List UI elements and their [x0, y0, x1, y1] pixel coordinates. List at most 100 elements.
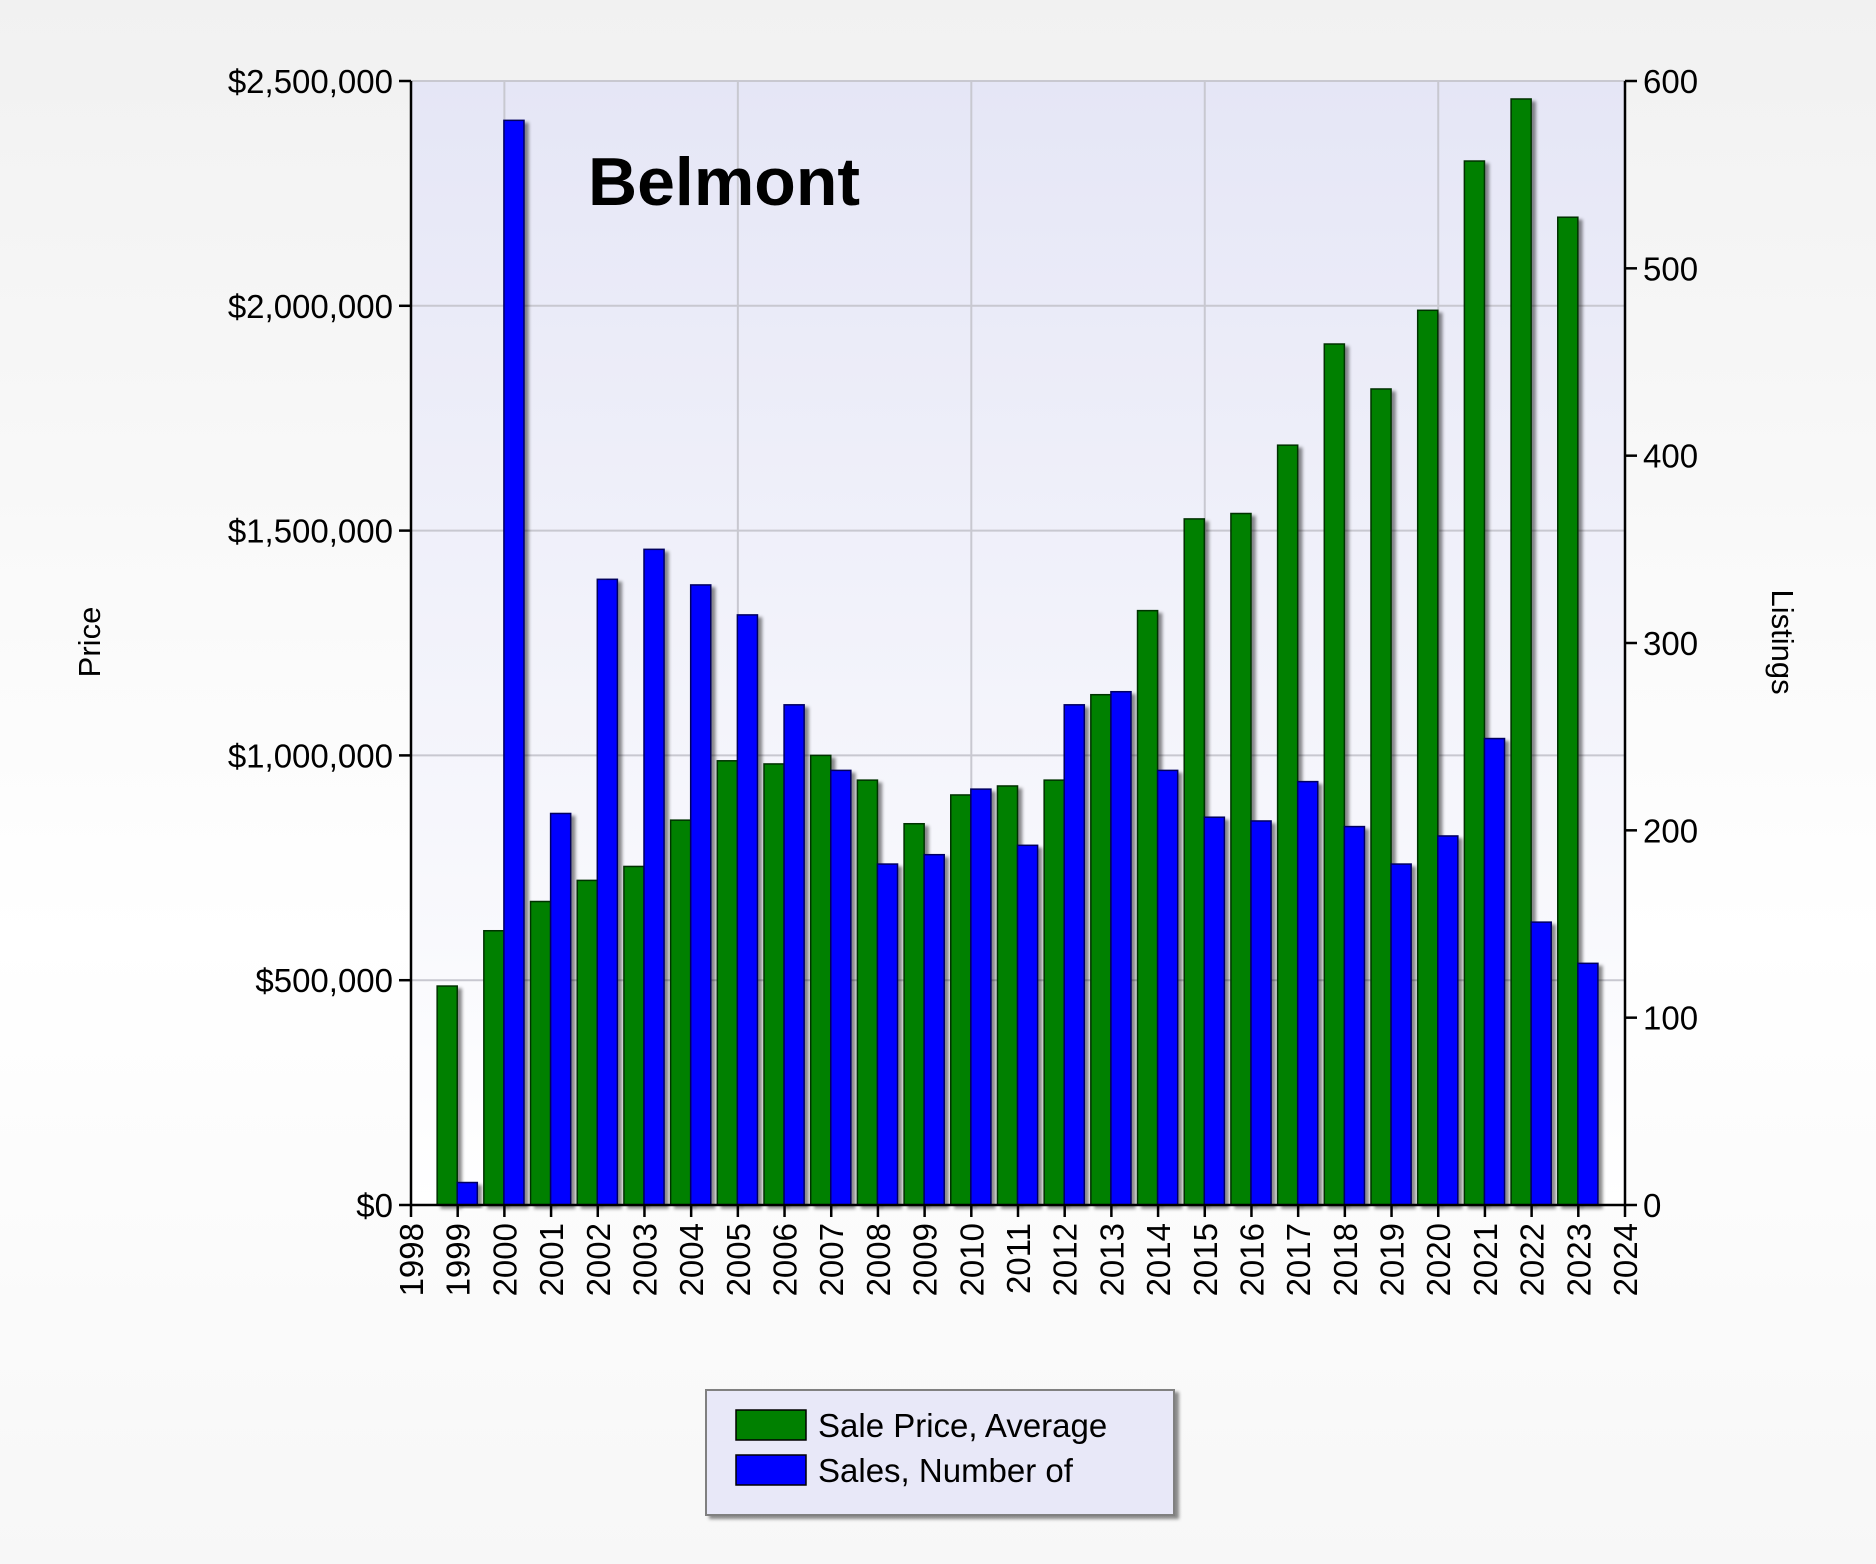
bar-sales-count-2008: [876, 863, 899, 1206]
x-tick-label: 2003: [626, 1223, 663, 1296]
bar-sale-price-2020: [1416, 309, 1439, 1206]
bar-sale-price-2007: [809, 754, 832, 1206]
right-tick-label: 100: [1643, 1000, 1698, 1037]
x-tick-label: 2021: [1467, 1223, 1504, 1296]
bar-sale-price-2010: [950, 794, 972, 1206]
bar-sale-price-2002: [576, 879, 599, 1206]
left-axis-title: Price: [72, 607, 107, 678]
bar-sales-count-2012: [1063, 704, 1086, 1206]
x-tick-label: 2000: [486, 1223, 523, 1296]
legend-swatch-price: [735, 1409, 807, 1441]
bar-sale-price-2015: [1183, 518, 1206, 1206]
bar-sale-price-2014: [1136, 609, 1159, 1206]
x-tick-label: 2005: [720, 1223, 757, 1296]
bars: [436, 98, 1599, 1206]
bar-sales-count-2014: [1156, 769, 1179, 1206]
x-tick-label: 2010: [953, 1223, 990, 1296]
x-tick-label: 2018: [1327, 1223, 1364, 1296]
x-tick-label: 2007: [813, 1223, 850, 1296]
right-tick-label: 400: [1643, 438, 1698, 475]
right-axis-title: Listings: [1765, 589, 1800, 694]
x-tick-label: 2015: [1187, 1223, 1224, 1296]
legend: Sale Price, Average Sales, Number of: [705, 1389, 1175, 1516]
x-tick-label: 2013: [1093, 1223, 1130, 1296]
bar-sales-count-2007: [830, 769, 852, 1206]
bar-sales-count-2015: [1203, 816, 1226, 1206]
bar-sales-count-2021: [1483, 737, 1506, 1206]
right-axis-ticks: 0 100 200 300 400 500 600: [1625, 63, 1698, 1224]
bar-sales-count-2020: [1437, 835, 1459, 1206]
bar-sale-price-2016: [1230, 512, 1252, 1206]
bar-sales-count-2019: [1390, 863, 1412, 1206]
legend-label-sales: Sales, Number of: [818, 1452, 1074, 1489]
x-tick-label: 2024: [1607, 1223, 1644, 1296]
x-tick-label: 1999: [440, 1223, 477, 1296]
bar-sales-count-2005: [736, 614, 759, 1206]
right-tick-label: 300: [1643, 625, 1698, 662]
bar-sales-count-2013: [1110, 690, 1132, 1206]
bar-sales-count-2004: [689, 584, 712, 1206]
bar-sale-price-2006: [763, 763, 785, 1206]
bar-sale-price-2011: [996, 785, 1019, 1206]
bar-sale-price-2021: [1463, 160, 1486, 1206]
bar-sale-price-2022: [1510, 98, 1532, 1206]
bar-sales-count-2006: [783, 704, 805, 1206]
bar-sales-count-2002: [596, 578, 619, 1206]
left-tick-label: $2,000,000: [228, 288, 393, 325]
bar-sale-price-2005: [716, 760, 739, 1206]
x-tick-label: 2014: [1140, 1223, 1177, 1296]
bar-sales-count-2011: [1016, 844, 1039, 1206]
legend-label-price: Sale Price, Average: [818, 1407, 1107, 1444]
x-tick-label: 2017: [1280, 1223, 1317, 1296]
right-tick-label: 600: [1643, 63, 1698, 100]
bar-sale-price-2004: [669, 819, 692, 1206]
bar-sales-count-2000: [503, 119, 525, 1206]
x-axis-ticks: 1998 1999 2000 2001 2002 2003 2004 2005 2006 2007…: [393, 1205, 1644, 1296]
x-tick-label: 2022: [1514, 1223, 1551, 1296]
left-axis-ticks: $0 $500,000 $1,000,000 $1,500,000 $2,000,000…: [228, 63, 411, 1224]
x-tick-label: 2002: [580, 1223, 617, 1296]
bar-sales-count-2023: [1577, 962, 1599, 1206]
bar-sales-count-2010: [970, 788, 992, 1206]
right-tick-label: 0: [1643, 1187, 1661, 1224]
bar-sales-count-2003: [643, 548, 665, 1206]
x-tick-label: 2016: [1233, 1223, 1270, 1296]
bar-sale-price-1999: [436, 985, 458, 1206]
x-tick-label: 2009: [907, 1223, 944, 1296]
left-tick-label: $1,000,000: [228, 737, 393, 774]
x-tick-label: 2004: [673, 1223, 710, 1296]
bar-sales-count-2016: [1250, 820, 1272, 1206]
bar-sale-price-2009: [903, 822, 925, 1206]
bar-sale-price-2019: [1370, 388, 1392, 1206]
chart-title: Belmont: [588, 144, 860, 220]
x-tick-label: 1998: [393, 1223, 430, 1296]
bar-sale-price-2003: [623, 865, 645, 1206]
x-tick-label: 2020: [1420, 1223, 1457, 1296]
bar-sales-count-2022: [1530, 921, 1552, 1206]
bar-sales-count-2009: [923, 853, 945, 1206]
bar-sale-price-2001: [529, 900, 552, 1206]
x-tick-label: 2006: [767, 1223, 804, 1296]
left-tick-label: $500,000: [255, 962, 393, 999]
x-tick-label: 2012: [1047, 1223, 1084, 1296]
left-tick-label: $1,500,000: [228, 513, 393, 550]
x-tick-label: 2008: [860, 1223, 897, 1296]
right-tick-label: 500: [1643, 250, 1698, 287]
bar-sale-price-2008: [856, 779, 879, 1206]
right-tick-label: 200: [1643, 812, 1698, 849]
x-tick-label: 2023: [1560, 1223, 1597, 1296]
bar-sales-count-2018: [1343, 825, 1366, 1206]
x-tick-label: 2001: [533, 1223, 570, 1296]
bar-sales-count-2017: [1296, 780, 1319, 1206]
legend-swatch-sales: [735, 1454, 807, 1486]
bar-sale-price-2023: [1557, 216, 1579, 1206]
left-tick-label: $2,500,000: [228, 63, 393, 100]
bar-sale-price-2013: [1090, 693, 1112, 1206]
bar-sale-price-2012: [1043, 779, 1065, 1206]
x-tick-label: 2011: [1000, 1223, 1037, 1294]
bar-sales-count-1999: [456, 1181, 479, 1206]
bar-sales-count-2001: [549, 812, 572, 1206]
x-tick-label: 2019: [1374, 1223, 1411, 1296]
bar-sale-price-2018: [1323, 343, 1346, 1206]
